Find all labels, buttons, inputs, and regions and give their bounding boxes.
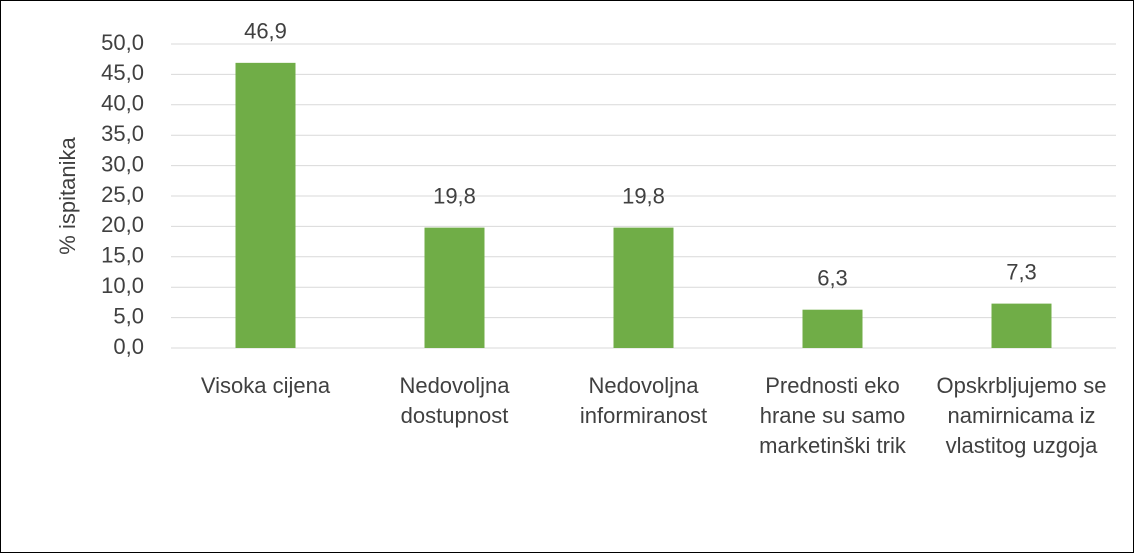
y-tick-label: 40,0 — [101, 91, 144, 116]
bar — [235, 62, 296, 349]
bar — [613, 227, 674, 348]
y-tick-label: 10,0 — [101, 273, 144, 298]
y-tick-label: 50,0 — [101, 30, 144, 55]
data-label: 6,3 — [817, 266, 848, 291]
bar — [424, 227, 485, 348]
x-tick-label: Prednosti eko hrane su samo marketinški … — [759, 373, 906, 458]
x-tick-label: Nedovoljna informiranost — [579, 373, 708, 428]
y-tick-label: 0,0 — [113, 334, 144, 359]
y-tick-label: 15,0 — [101, 243, 144, 268]
y-axis-title: % ispitanika — [55, 137, 80, 255]
y-tick-label: 45,0 — [101, 60, 144, 85]
y-tick-label: 30,0 — [101, 151, 144, 176]
x-tick-label: Visoka cijena — [200, 373, 331, 398]
data-label: 19,8 — [622, 183, 665, 208]
y-tick-label: 5,0 — [113, 303, 144, 328]
data-label: 19,8 — [433, 183, 476, 208]
y-tick-label: 25,0 — [101, 182, 144, 207]
x-tick-label: Opskrbljujemo se namirnicama iz vlastito… — [936, 373, 1107, 458]
bar — [802, 309, 863, 348]
y-tick-label: 20,0 — [101, 212, 144, 237]
x-tick-label: Nedovoljna dostupnost — [399, 373, 510, 428]
y-tick-label: 35,0 — [101, 121, 144, 146]
data-label: 7,3 — [1006, 259, 1037, 284]
bar — [991, 303, 1052, 348]
data-label: 46,9 — [244, 19, 287, 44]
